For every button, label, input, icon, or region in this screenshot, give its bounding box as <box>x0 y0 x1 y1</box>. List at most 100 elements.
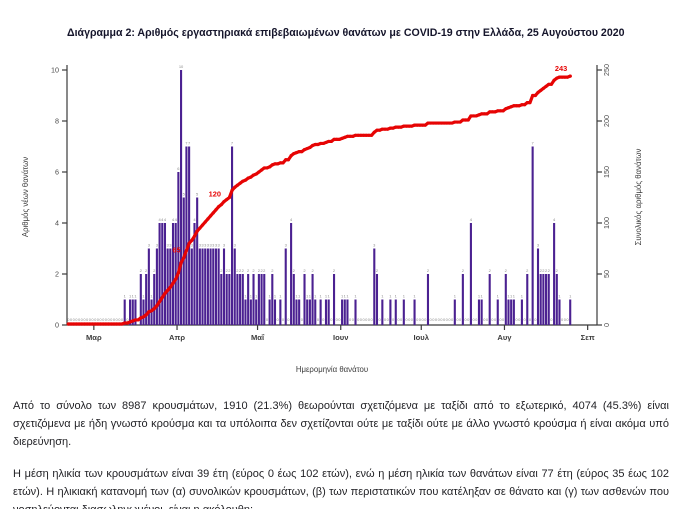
svg-text:0: 0 <box>86 317 89 322</box>
svg-text:3: 3 <box>167 243 170 248</box>
svg-text:0: 0 <box>566 317 569 322</box>
svg-text:2: 2 <box>239 268 242 273</box>
svg-text:0: 0 <box>83 317 86 322</box>
svg-text:0: 0 <box>266 317 269 322</box>
svg-text:2: 2 <box>247 268 250 273</box>
svg-text:2: 2 <box>228 268 231 273</box>
milestone-label-243: 243 <box>555 64 567 73</box>
svg-text:3: 3 <box>201 243 204 248</box>
svg-text:0: 0 <box>70 317 73 322</box>
svg-text:0: 0 <box>105 317 108 322</box>
svg-text:4: 4 <box>290 217 293 222</box>
svg-text:0: 0 <box>330 317 333 322</box>
svg-text:0: 0 <box>365 317 368 322</box>
svg-text:2: 2 <box>462 268 465 273</box>
svg-text:2: 2 <box>427 268 430 273</box>
daily-deaths-bars <box>123 70 572 325</box>
svg-text:1: 1 <box>521 294 524 299</box>
svg-text:4: 4 <box>175 217 178 222</box>
svg-text:2: 2 <box>220 268 223 273</box>
svg-text:0: 0 <box>515 317 518 322</box>
bar-value-labels: 0000000000000000000001011102123123444334… <box>67 64 572 322</box>
svg-text:3: 3 <box>191 243 194 248</box>
svg-text:2: 2 <box>263 268 266 273</box>
svg-text:0: 0 <box>55 321 59 330</box>
svg-text:50: 50 <box>602 270 611 278</box>
svg-text:1: 1 <box>478 294 481 299</box>
svg-text:2: 2 <box>548 268 551 273</box>
svg-text:2: 2 <box>489 268 492 273</box>
svg-text:3: 3 <box>223 243 226 248</box>
svg-text:7: 7 <box>532 141 535 146</box>
svg-text:0: 0 <box>491 317 494 322</box>
svg-text:0: 0 <box>432 317 435 322</box>
svg-text:0: 0 <box>529 317 532 322</box>
svg-text:1: 1 <box>298 294 301 299</box>
svg-text:Ιουν: Ιουν <box>333 333 348 342</box>
svg-text:2: 2 <box>542 268 545 273</box>
svg-text:0: 0 <box>384 317 387 322</box>
svg-text:0: 0 <box>99 317 102 322</box>
svg-text:0: 0 <box>430 317 433 322</box>
svg-text:0: 0 <box>102 317 105 322</box>
svg-text:0: 0 <box>416 317 419 322</box>
svg-text:0: 0 <box>518 317 521 322</box>
svg-text:1: 1 <box>325 294 328 299</box>
svg-text:1: 1 <box>341 294 344 299</box>
svg-text:1: 1 <box>250 294 253 299</box>
svg-text:0: 0 <box>443 317 446 322</box>
svg-text:0: 0 <box>301 317 304 322</box>
svg-text:0: 0 <box>338 317 341 322</box>
svg-text:0: 0 <box>317 317 320 322</box>
svg-text:0: 0 <box>287 317 290 322</box>
svg-text:1: 1 <box>320 294 323 299</box>
svg-text:3: 3 <box>204 243 207 248</box>
svg-text:1: 1 <box>279 294 282 299</box>
svg-text:0: 0 <box>360 317 363 322</box>
svg-text:Σεπ: Σεπ <box>581 333 595 342</box>
svg-text:0: 0 <box>464 317 467 322</box>
svg-text:0: 0 <box>456 317 459 322</box>
svg-text:0: 0 <box>459 317 462 322</box>
svg-text:1: 1 <box>124 294 127 299</box>
svg-text:0: 0 <box>81 317 84 322</box>
svg-text:150: 150 <box>602 166 611 178</box>
svg-text:0: 0 <box>483 317 486 322</box>
svg-text:1: 1 <box>150 294 153 299</box>
svg-text:3: 3 <box>373 243 376 248</box>
svg-text:2: 2 <box>556 268 559 273</box>
svg-text:2: 2 <box>505 268 508 273</box>
svg-text:0: 0 <box>421 317 424 322</box>
svg-text:1: 1 <box>295 294 298 299</box>
svg-text:1: 1 <box>497 294 500 299</box>
svg-text:Μαρ: Μαρ <box>86 333 102 342</box>
svg-text:0: 0 <box>451 317 454 322</box>
svg-text:0: 0 <box>419 317 422 322</box>
svg-text:0: 0 <box>89 317 92 322</box>
svg-text:3: 3 <box>148 243 151 248</box>
svg-text:2: 2 <box>376 268 379 273</box>
svg-text:Απρ: Απρ <box>169 333 185 342</box>
svg-text:4: 4 <box>470 217 473 222</box>
svg-text:0: 0 <box>446 317 449 322</box>
svg-text:1: 1 <box>454 294 457 299</box>
svg-text:0: 0 <box>379 317 382 322</box>
svg-text:0: 0 <box>523 317 526 322</box>
svg-text:4: 4 <box>55 219 59 228</box>
svg-text:6: 6 <box>55 168 59 177</box>
svg-text:0: 0 <box>352 317 355 322</box>
svg-text:3: 3 <box>537 243 540 248</box>
svg-text:3: 3 <box>212 243 215 248</box>
svg-text:0: 0 <box>349 317 352 322</box>
svg-text:2: 2 <box>271 268 274 273</box>
svg-text:Ιουλ: Ιουλ <box>414 333 430 342</box>
svg-text:5: 5 <box>196 192 199 197</box>
svg-text:0: 0 <box>486 317 489 322</box>
svg-text:6: 6 <box>177 166 180 171</box>
svg-text:0: 0 <box>475 317 478 322</box>
svg-text:4: 4 <box>193 217 196 222</box>
svg-text:1: 1 <box>129 294 132 299</box>
